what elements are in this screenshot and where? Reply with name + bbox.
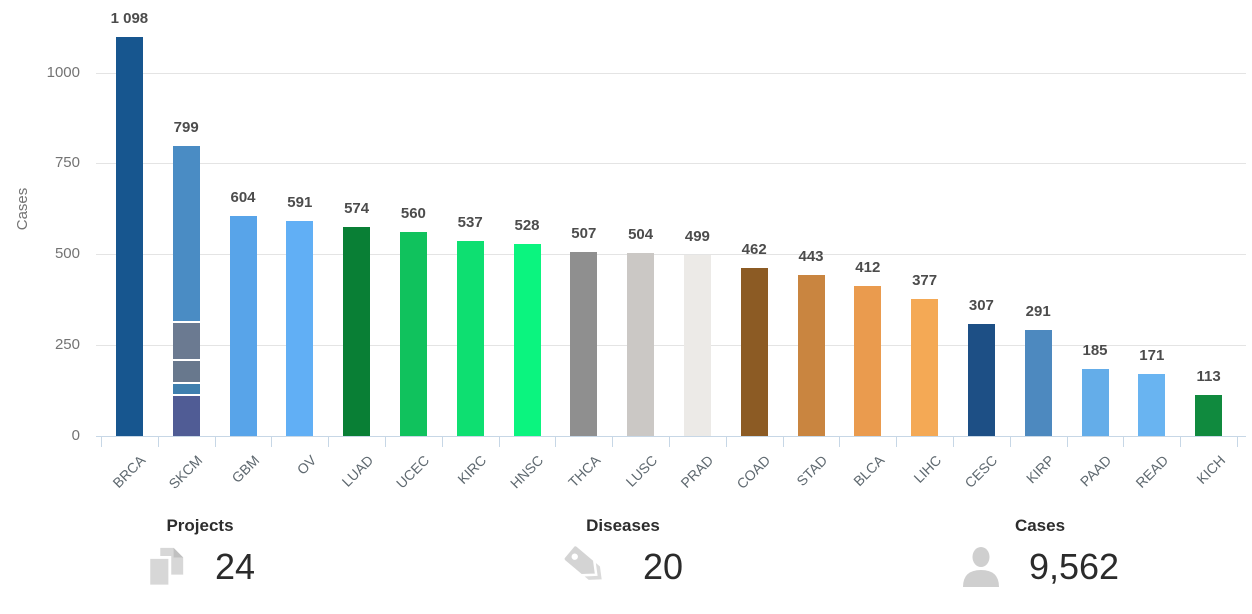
bar-value-label-READ: 171 xyxy=(1139,346,1165,364)
y-tick-label: 750 xyxy=(54,154,80,172)
x-axis-tick xyxy=(1180,437,1182,447)
stat-cases-label: Cases xyxy=(1014,516,1066,535)
tags-icon xyxy=(562,545,605,583)
x-axis-tick xyxy=(441,437,443,447)
bar-segment-SKCM[interactable] xyxy=(172,384,200,394)
bar-segment-SKCM[interactable] xyxy=(172,361,200,382)
stat-diseases: Diseases 20 xyxy=(556,516,690,589)
bar-READ[interactable] xyxy=(1138,373,1166,436)
bar-value-label-THCA: 507 xyxy=(571,224,597,242)
bar-value-label-KICH: 113 xyxy=(1196,367,1221,385)
bar-UCEC[interactable] xyxy=(399,232,427,436)
bar-value-label-KIRP: 291 xyxy=(1025,303,1051,321)
bar-segment-SKCM[interactable] xyxy=(172,145,200,322)
bar-value-label-PAAD: 185 xyxy=(1082,341,1108,359)
y-tick-label: 0 xyxy=(71,427,80,444)
x-axis-tick xyxy=(1123,437,1125,447)
bar-THCA[interactable] xyxy=(570,251,598,436)
x-axis-tick xyxy=(839,437,841,447)
gridline-250 xyxy=(96,345,1246,347)
bar-value-label-STAD: 443 xyxy=(798,248,824,265)
bar-value-label-HNSC: 528 xyxy=(514,217,540,235)
stat-cases-value: 9,562 xyxy=(1028,546,1120,587)
bar-STAD[interactable] xyxy=(797,275,825,436)
bar-HNSC[interactable] xyxy=(513,244,541,436)
x-axis-tick xyxy=(101,437,102,447)
bar-KIRC[interactable] xyxy=(456,240,484,436)
bar-LIHC[interactable] xyxy=(911,299,939,436)
stat-diseases-value: 20 xyxy=(642,546,684,587)
bar-value-label-LIHC: 377 xyxy=(912,272,938,289)
person-icon xyxy=(962,547,999,587)
bar-BLCA[interactable] xyxy=(854,286,882,436)
x-axis-tick xyxy=(555,437,557,447)
x-axis-tick xyxy=(782,437,784,447)
bar-value-label-SKCM: 799 xyxy=(173,118,199,136)
y-tick-label: 250 xyxy=(54,336,80,354)
bar-GBM[interactable] xyxy=(229,216,257,436)
y-axis-title: Cases xyxy=(14,187,31,231)
bar-value-label-BLCA: 412 xyxy=(855,259,881,277)
gridline-500 xyxy=(96,254,1246,256)
x-axis-tick xyxy=(498,437,500,447)
bar-value-label-PRAD: 499 xyxy=(684,227,710,245)
bar-OV[interactable] xyxy=(286,221,314,436)
y-tick-label: 500 xyxy=(54,245,80,263)
x-axis-tick xyxy=(725,437,727,447)
bar-value-label-KIRC: 537 xyxy=(457,213,483,231)
documents-icon xyxy=(147,547,184,588)
stat-cases: Cases 9,562 xyxy=(950,516,1130,589)
stat-projects-value: 24 xyxy=(214,546,256,587)
x-axis-tick xyxy=(896,437,898,447)
x-axis-line xyxy=(96,436,1246,437)
bar-COAD[interactable] xyxy=(740,268,768,436)
bar-KIRP[interactable] xyxy=(1024,330,1052,436)
bar-segment-SKCM[interactable] xyxy=(172,323,200,360)
stat-projects-label: Projects xyxy=(166,516,234,535)
bar-value-label-GBM: 604 xyxy=(230,189,256,207)
bar-value-label-BRCA: 1 098 xyxy=(110,9,149,27)
cases-by-project-bar-chart: Cases 0 250 500 750 1000 1 098 BRCA 799 SKCM 604 G… xyxy=(14,9,1246,492)
x-axis-tick xyxy=(328,437,330,447)
bar-KICH[interactable] xyxy=(1195,394,1223,436)
bar-segment-SKCM[interactable] xyxy=(172,396,200,436)
x-axis-tick xyxy=(385,437,386,447)
bar-PAAD[interactable] xyxy=(1081,368,1109,436)
x-axis-tick xyxy=(669,437,670,447)
gridline-1000 xyxy=(96,72,1246,74)
x-axis-tick xyxy=(1009,437,1011,447)
bar-value-label-OV: 591 xyxy=(287,194,313,212)
x-axis-tick xyxy=(271,437,273,447)
x-axis-tick xyxy=(1237,437,1238,447)
bar-value-label-CESC: 307 xyxy=(968,297,994,315)
y-tick-label: 1000 xyxy=(46,63,80,81)
stat-diseases-label: Diseases xyxy=(586,516,660,535)
bar-value-label-LUAD: 574 xyxy=(344,200,370,218)
bar-value-label-UCEC: 560 xyxy=(400,205,426,223)
x-axis-tick xyxy=(157,437,159,447)
bar-CESC[interactable] xyxy=(967,324,995,436)
bar-LUSC[interactable] xyxy=(627,252,655,436)
x-axis-tick xyxy=(1066,437,1068,447)
bar-value-label-COAD: 462 xyxy=(741,241,767,259)
bar-BRCA[interactable] xyxy=(115,36,143,436)
x-axis-tick xyxy=(612,437,614,447)
x-axis-tick xyxy=(214,437,216,447)
bar-PRAD[interactable] xyxy=(683,254,711,436)
bar-value-label-LUSC: 504 xyxy=(628,225,654,243)
gridline-750 xyxy=(96,163,1246,165)
bar-LUAD[interactable] xyxy=(343,227,371,436)
stat-projects: Projects 24 xyxy=(133,516,267,589)
x-axis-tick xyxy=(953,437,954,447)
